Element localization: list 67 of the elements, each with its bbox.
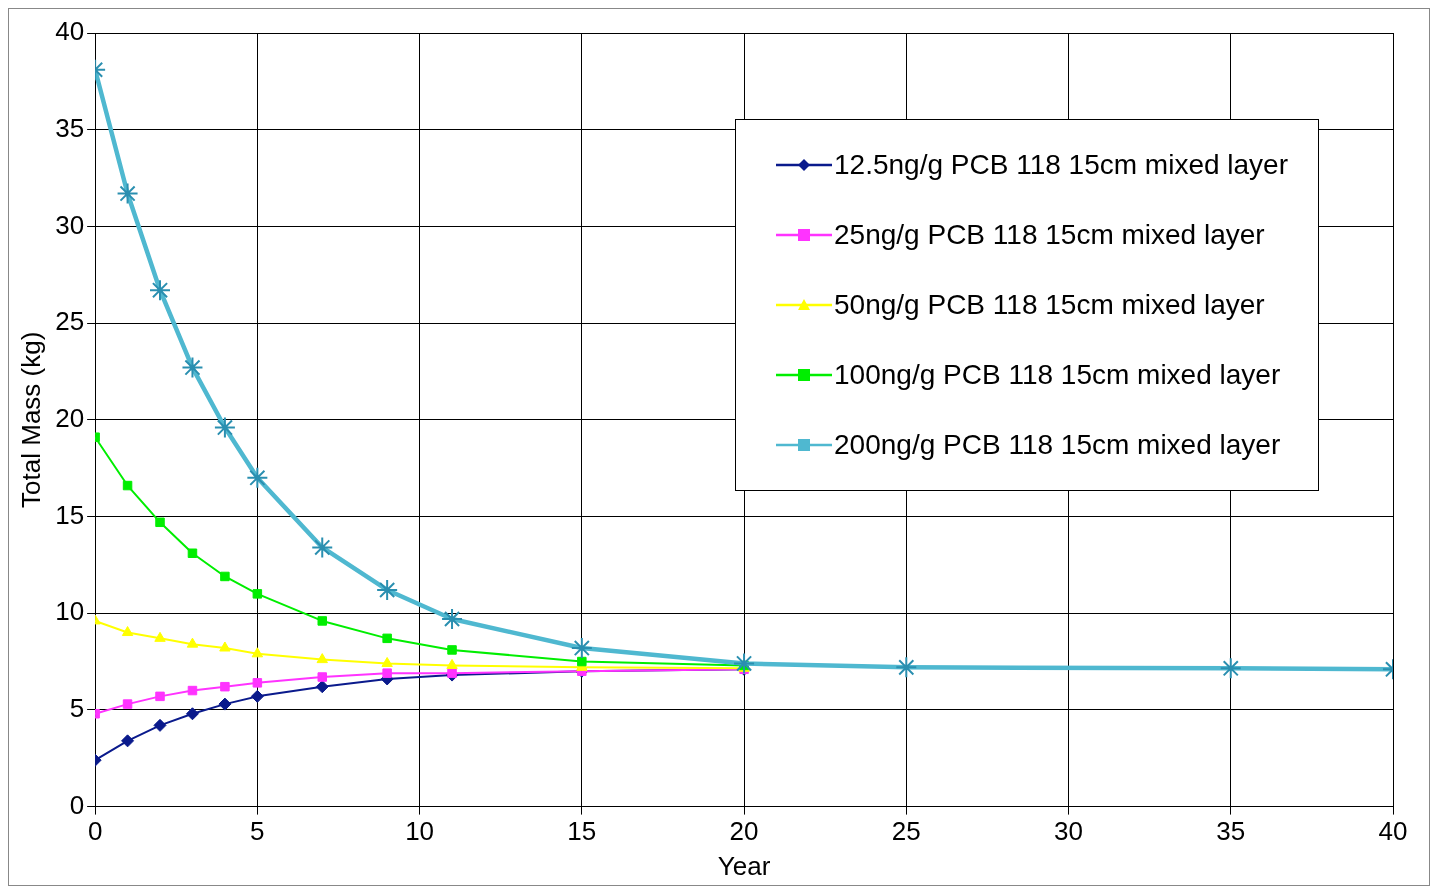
point <box>122 699 133 709</box>
x-tick-label: 10 <box>405 816 435 847</box>
y-tick-label: 10 <box>55 596 85 627</box>
point <box>185 707 199 721</box>
point <box>570 637 593 660</box>
point <box>181 356 204 379</box>
point <box>895 656 918 679</box>
point <box>122 480 133 491</box>
legend-label: 200ng/g PCB 118 15cm mixed layer <box>834 429 1281 461</box>
x-tick-label: 30 <box>1054 816 1083 847</box>
x-tick-label: 15 <box>567 816 597 847</box>
y-tick-label: 40 <box>55 16 85 47</box>
x-tick-label: 5 <box>250 816 265 847</box>
point <box>1219 657 1242 680</box>
point <box>317 672 327 682</box>
legend-label: 50ng/g PCB 118 15cm mixed layer <box>834 289 1265 321</box>
x-tick-label: 25 <box>891 816 921 847</box>
point <box>121 626 134 637</box>
y-tick-label: 5 <box>69 693 85 724</box>
point <box>186 637 199 648</box>
point <box>577 656 587 667</box>
y-tick-label: 15 <box>55 499 85 530</box>
point <box>447 668 457 678</box>
point <box>154 631 166 642</box>
x-tick-label: 35 <box>1216 816 1246 847</box>
point <box>252 589 263 599</box>
point <box>153 718 167 732</box>
point <box>251 647 264 658</box>
point <box>149 279 172 302</box>
x-axis-title: Year <box>717 850 771 881</box>
point <box>382 633 392 644</box>
point <box>317 616 327 626</box>
point <box>316 653 328 664</box>
y-axis-title: Total Mass (kg) <box>15 331 46 508</box>
y-tick-label: 25 <box>55 306 85 337</box>
point <box>252 678 263 688</box>
point <box>250 689 264 703</box>
point <box>220 571 230 582</box>
point <box>315 680 329 694</box>
point <box>116 182 139 205</box>
legend-label: 25ng/g PCB 118 15cm mixed layer <box>834 219 1265 251</box>
point <box>155 691 165 702</box>
point <box>733 652 756 675</box>
point <box>187 548 198 558</box>
point <box>187 685 198 696</box>
legend-label: 100ng/g PCB 118 15cm mixed layer <box>834 359 1281 391</box>
x-tick-label: 40 <box>1378 816 1408 847</box>
point <box>246 466 269 489</box>
point <box>218 697 232 711</box>
y-tick-label: 35 <box>55 112 85 143</box>
point <box>213 416 236 439</box>
point <box>219 641 231 652</box>
x-tick-label: 20 <box>729 816 759 847</box>
point <box>447 645 457 655</box>
point <box>311 536 334 559</box>
point <box>155 517 165 528</box>
y-tick-label: 0 <box>69 789 85 820</box>
point <box>381 656 393 667</box>
point <box>441 608 464 630</box>
point <box>121 734 135 748</box>
point <box>220 681 230 692</box>
point <box>446 658 458 669</box>
y-tick-label: 20 <box>55 402 85 433</box>
legend-label: 12.5ng/g PCB 118 15cm mixed layer <box>834 149 1288 181</box>
y-tick-label: 30 <box>55 209 85 240</box>
point <box>382 668 392 678</box>
point <box>376 578 399 601</box>
